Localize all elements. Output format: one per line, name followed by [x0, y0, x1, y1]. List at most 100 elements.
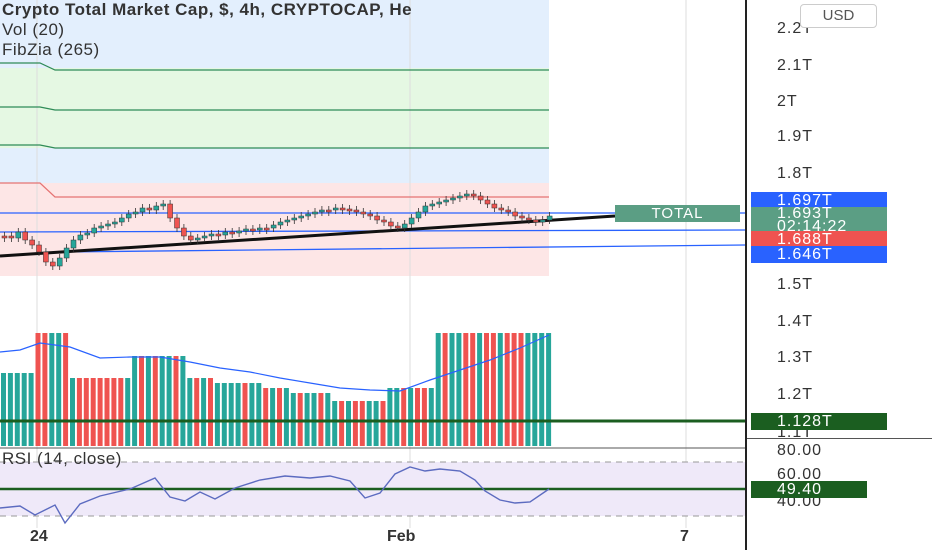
candle	[125, 213, 132, 219]
candle	[498, 207, 505, 211]
volume-bar	[132, 356, 138, 446]
volume-bar	[277, 388, 282, 446]
volume-legend[interactable]: Vol (20)	[2, 20, 65, 39]
rsi-legend[interactable]: RSI (14, close)	[2, 449, 122, 468]
volume-bar	[421, 388, 427, 446]
volume-bar	[339, 401, 345, 446]
candle	[132, 211, 139, 215]
volume-bar	[1, 373, 6, 446]
volume-bar	[408, 388, 414, 446]
candle	[401, 223, 408, 229]
volume-bar	[283, 388, 289, 446]
volume-bar	[359, 401, 365, 446]
volume-bar	[539, 333, 545, 446]
volume-bar	[139, 356, 144, 446]
chart-title[interactable]: Crypto Total Market Cap, $, 4h, CRYPTOCA…	[2, 0, 413, 19]
rsi-line	[0, 466, 550, 525]
candle	[326, 209, 332, 213]
candle	[450, 197, 456, 201]
chart-area[interactable]: Crypto Total Market Cap, $, 4h, CRYPTOCA…	[0, 0, 745, 550]
volume-bar	[518, 333, 524, 446]
candle	[236, 230, 242, 234]
price-label: 1.2T	[777, 386, 814, 403]
volume-bar	[221, 383, 227, 446]
volume-bar	[166, 356, 172, 446]
volume-bar	[21, 373, 27, 446]
candle	[477, 195, 484, 201]
candle	[222, 231, 229, 236]
candle	[491, 203, 498, 209]
volume-bar	[352, 401, 358, 446]
candle	[429, 203, 436, 207]
price-label: 1.5T	[777, 276, 814, 293]
volume-bar	[270, 388, 276, 446]
candle	[319, 209, 325, 213]
volume-bar	[394, 388, 400, 446]
volume-bar	[504, 333, 510, 446]
candle	[98, 225, 104, 229]
candle	[201, 235, 208, 239]
volume-bar	[470, 333, 476, 446]
volume-bar	[435, 333, 441, 446]
volume-bar	[111, 378, 117, 446]
candle	[305, 213, 311, 217]
volume-bar	[235, 383, 241, 446]
fib-line-1	[0, 62, 549, 71]
last-price-value: 1.693T	[777, 205, 833, 222]
volume-bar	[332, 401, 338, 446]
candles	[1, 190, 553, 270]
volume-bar	[159, 356, 165, 446]
volume-bar	[401, 388, 407, 446]
volume-bar	[7, 373, 13, 446]
volume-bar	[152, 356, 158, 446]
volume-bar	[511, 333, 517, 446]
candle	[84, 232, 91, 236]
volume-bar	[256, 383, 262, 446]
candle	[50, 261, 56, 267]
volume-bar	[477, 333, 483, 446]
candle	[457, 195, 463, 199]
candle	[408, 217, 415, 225]
volume-bar	[118, 378, 124, 446]
candle	[298, 215, 304, 219]
candle	[63, 247, 70, 259]
volume-bar	[201, 378, 207, 446]
volume-bar	[532, 333, 538, 446]
upper-line-tag: 1.697T	[751, 192, 887, 209]
volume-bar	[380, 401, 386, 446]
candle	[105, 223, 111, 227]
candle	[139, 207, 146, 213]
fib-line-3	[0, 144, 549, 149]
volume-bar	[97, 378, 103, 446]
volume-bar	[463, 333, 469, 446]
volume-bar	[208, 378, 213, 446]
candle	[346, 208, 353, 212]
volume-bar	[373, 401, 379, 446]
volume-bar	[415, 388, 420, 446]
volume-bar	[28, 373, 34, 446]
candle	[291, 217, 298, 221]
candle	[43, 251, 49, 263]
fibzia-legend[interactable]: FibZia (265)	[2, 40, 100, 59]
volume-bar	[346, 401, 351, 446]
candle	[312, 211, 318, 215]
volume-bar	[56, 333, 62, 446]
volume-bar	[497, 333, 503, 446]
price-chart-canvas[interactable]	[0, 0, 745, 550]
volume-bar	[484, 333, 489, 446]
candle	[153, 205, 160, 211]
fib-line-2	[0, 106, 549, 111]
candle	[395, 225, 401, 229]
price-axis[interactable]: 2.2T 2.1T 2T 1.9T 1.8T 1.5T 1.4T 1.3T 1.…	[745, 0, 932, 550]
volume-bar	[249, 383, 255, 446]
candle	[229, 231, 235, 235]
candle	[167, 203, 173, 219]
time-label-feb: Feb	[387, 528, 416, 545]
currency-button[interactable]: USD	[800, 4, 877, 28]
candle	[36, 244, 42, 253]
volume-bar	[35, 333, 41, 446]
volume-level-tag: 1.128T	[751, 413, 887, 430]
candle	[526, 217, 532, 221]
volume-bar	[387, 388, 393, 446]
candle	[388, 221, 394, 227]
